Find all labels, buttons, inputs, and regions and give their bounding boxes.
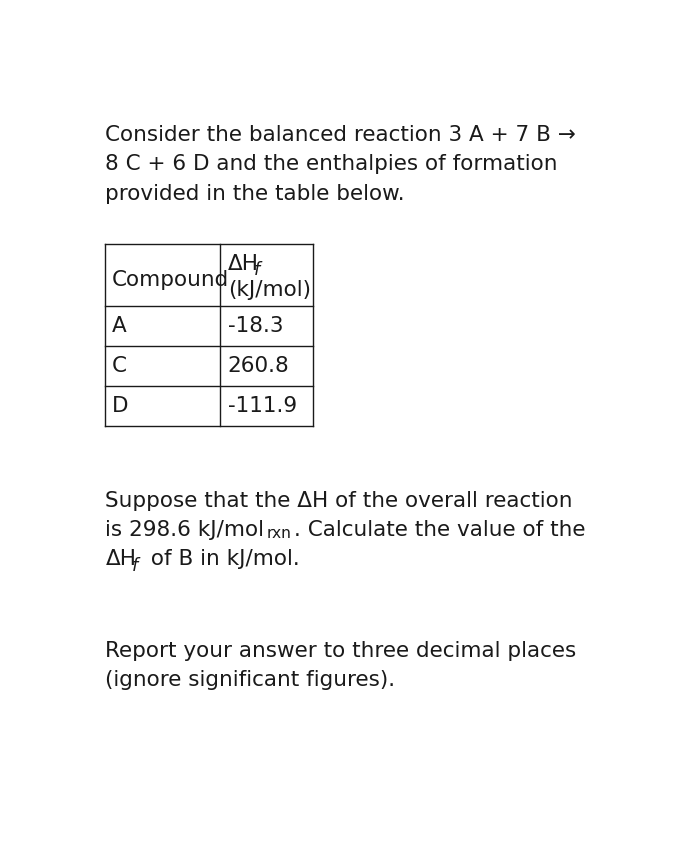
Text: ΔH: ΔH — [228, 254, 259, 273]
Text: Compound: Compound — [112, 270, 229, 290]
Text: rxn: rxn — [267, 526, 292, 541]
Text: 260.8: 260.8 — [228, 356, 290, 376]
Text: C: C — [112, 356, 127, 376]
Text: provided in the table below.: provided in the table below. — [106, 183, 405, 204]
Text: (kJ/mol): (kJ/mol) — [228, 280, 311, 300]
Text: (ignore significant figures).: (ignore significant figures). — [106, 670, 396, 690]
Text: f: f — [254, 261, 261, 279]
Text: -111.9: -111.9 — [228, 396, 297, 416]
Text: A: A — [112, 316, 126, 336]
Text: Suppose that the ΔH of the overall reaction: Suppose that the ΔH of the overall react… — [106, 491, 573, 511]
Text: . Calculate the value of the: . Calculate the value of the — [295, 520, 586, 540]
Text: is 298.6 kJ/mol: is 298.6 kJ/mol — [106, 520, 265, 540]
Text: of B in kJ/mol.: of B in kJ/mol. — [144, 549, 300, 569]
Text: Consider the balanced reaction 3 A + 7 B →: Consider the balanced reaction 3 A + 7 B… — [106, 125, 576, 145]
Text: f: f — [132, 557, 138, 575]
Text: D: D — [112, 396, 128, 416]
Text: ΔH: ΔH — [106, 549, 136, 569]
Text: -18.3: -18.3 — [228, 316, 283, 336]
Text: Report your answer to three decimal places: Report your answer to three decimal plac… — [106, 641, 577, 661]
Text: 8 C + 6 D and the enthalpies of formation: 8 C + 6 D and the enthalpies of formatio… — [106, 155, 558, 174]
